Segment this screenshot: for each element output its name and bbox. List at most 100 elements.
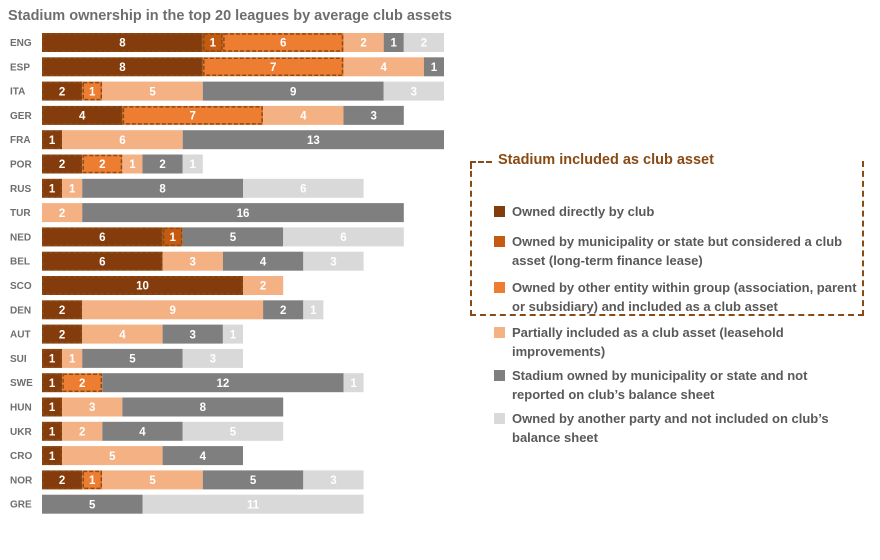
- bar-value-label: 6: [340, 232, 346, 244]
- bar-segment-outline: [42, 57, 203, 77]
- legend-swatch: [494, 370, 505, 381]
- bar-value-label: 2: [79, 427, 85, 439]
- bar-value-label: 2: [421, 38, 427, 50]
- bar-segment: [42, 81, 83, 101]
- bar-value-label: 5: [149, 475, 156, 487]
- bar-segment: [243, 276, 284, 295]
- bar-value-label: 2: [99, 159, 105, 171]
- bar-segment: [42, 446, 63, 466]
- bar-value-label: 1: [230, 329, 237, 341]
- bar-segment: [283, 227, 404, 247]
- bar-segment: [42, 300, 83, 320]
- bar-value-label: 8: [200, 402, 207, 414]
- legend-label: Owned by municipality or state but consi…: [512, 234, 843, 268]
- bar-segment: [82, 300, 264, 320]
- bar-segment-outline: [42, 324, 82, 344]
- bar-value-label: 1: [431, 62, 438, 74]
- bar-segment: [62, 373, 103, 393]
- bar-segment: [62, 348, 83, 368]
- bar-segment: [162, 227, 183, 247]
- legend-title: Stadium included as club asset: [498, 152, 714, 168]
- bar-segment: [42, 154, 83, 174]
- bar-segment-outline: [42, 251, 163, 271]
- bar-segment-outline: [203, 33, 223, 52]
- bar-segment: [102, 373, 344, 393]
- category-label: ESP: [10, 62, 30, 73]
- bar-segment: [263, 300, 304, 320]
- bar-value-label: 1: [49, 354, 56, 366]
- bar-segment: [182, 154, 203, 174]
- bar-segment: [82, 81, 103, 101]
- category-label: ITA: [10, 87, 25, 98]
- bar-segment: [42, 178, 63, 198]
- bar-segment: [42, 251, 163, 271]
- bar-value-label: 5: [149, 86, 156, 98]
- bar-value-label: 2: [59, 86, 65, 98]
- bar-segment-outline: [42, 227, 163, 247]
- category-label: NOR: [10, 475, 33, 486]
- bar-segment: [82, 470, 103, 490]
- bar-value-label: 4: [380, 62, 387, 74]
- bar-value-label: 2: [59, 305, 65, 317]
- bar-segment: [42, 421, 63, 441]
- bar-value-label: 6: [280, 38, 286, 50]
- bar-segment: [162, 446, 243, 466]
- legend-label: Owned directly by club: [512, 204, 655, 219]
- bar-segment: [343, 105, 404, 125]
- legend-swatch: [494, 413, 505, 424]
- bar-value-label: 3: [330, 475, 336, 487]
- bar-value-label: 1: [89, 86, 96, 98]
- bar-value-label: 5: [250, 475, 257, 487]
- bar-segment-outline: [223, 33, 344, 52]
- bar-segment: [42, 276, 243, 295]
- bar-value-label: 5: [230, 232, 237, 244]
- bar-value-label: 2: [59, 475, 65, 487]
- legend-swatch: [494, 327, 505, 338]
- bar-value-label: 4: [260, 256, 267, 268]
- bar-value-label: 1: [89, 475, 96, 487]
- chart-title: Stadium ownership in the top 20 leagues …: [8, 8, 452, 24]
- bar-segment: [202, 33, 223, 52]
- bar-value-label: 2: [360, 38, 366, 50]
- bar-value-label: 8: [119, 62, 126, 74]
- bar-segment: [102, 421, 183, 441]
- bar-value-label: 4: [300, 111, 307, 123]
- legend-swatch: [494, 282, 505, 293]
- bar-segment-outline: [62, 373, 103, 392]
- bar-value-label: 9: [169, 305, 175, 317]
- bar-value-label: 10: [136, 281, 149, 293]
- bar-value-label: 3: [411, 86, 417, 98]
- category-label: CRO: [10, 451, 32, 462]
- bar-value-label: 3: [210, 354, 216, 366]
- bar-value-label: 1: [190, 159, 197, 171]
- bar-segment: [202, 81, 384, 101]
- bar-value-label: 9: [290, 86, 296, 98]
- bar-segment-outline: [42, 130, 62, 149]
- bar-value-label: 1: [49, 402, 56, 414]
- bar-segment: [62, 130, 183, 150]
- bar-segment-outline: [203, 57, 344, 77]
- bar-segment: [82, 324, 163, 344]
- bar-segment: [383, 81, 444, 101]
- bar-value-label: 1: [49, 184, 56, 196]
- bar-segment: [383, 33, 404, 52]
- bar-value-label: 2: [159, 159, 165, 171]
- bar-segment: [122, 154, 143, 174]
- category-label: FRA: [10, 135, 31, 146]
- bar-value-label: 4: [119, 329, 126, 341]
- bar-value-label: 7: [270, 62, 276, 74]
- bar-value-label: 4: [79, 111, 86, 123]
- bar-segment: [343, 33, 384, 52]
- bar-segment: [42, 494, 143, 514]
- bar-value-label: 1: [169, 232, 176, 244]
- category-label: SCO: [10, 281, 32, 292]
- bar-value-label: 3: [89, 402, 95, 414]
- bar-value-label: 5: [230, 427, 237, 439]
- bar-segment: [182, 348, 243, 368]
- bar-segment: [42, 348, 63, 368]
- bar-segment: [42, 397, 63, 417]
- bar-value-label: 7: [190, 111, 196, 123]
- category-label: NED: [10, 232, 31, 243]
- legend-swatch: [494, 236, 505, 247]
- bar-segment-outline: [42, 397, 62, 417]
